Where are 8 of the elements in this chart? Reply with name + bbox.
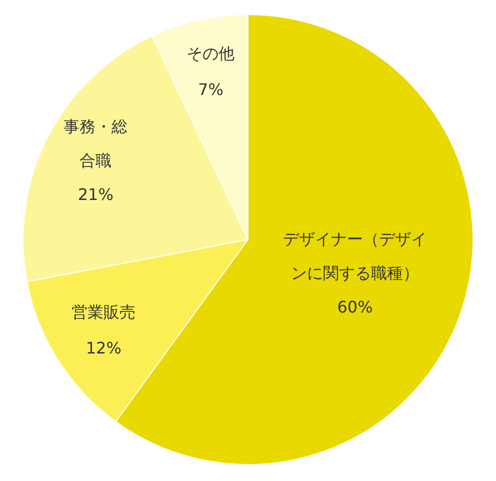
data-label: 21%	[78, 185, 114, 204]
slice-label: 事務・総合職	[64, 117, 128, 170]
data-label: 12%	[86, 338, 122, 358]
data-label: 7%	[198, 80, 224, 99]
data-label: 60%	[337, 297, 373, 316]
slice-label: 営業販売	[72, 302, 136, 322]
slice-label: デザイナー（デザインに関する職種）	[282, 229, 427, 282]
slice-label: その他	[186, 44, 235, 63]
